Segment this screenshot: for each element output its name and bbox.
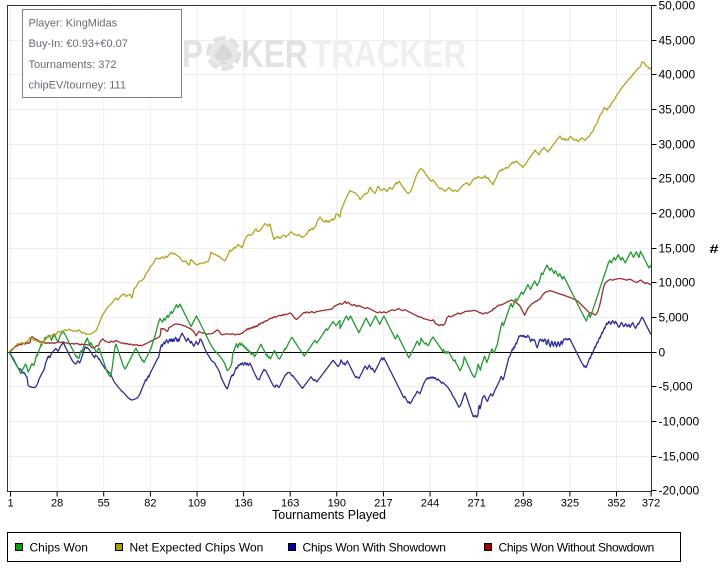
svg-text:Buy-In: €0.93+€0.07: Buy-In: €0.93+€0.07 [29, 38, 128, 50]
svg-text:271: 271 [468, 498, 486, 510]
svg-text:TRACKER: TRACKER [312, 33, 466, 76]
svg-text:10,000: 10,000 [659, 276, 696, 290]
svg-text:45,000: 45,000 [659, 34, 696, 48]
svg-text:P: P [182, 33, 203, 76]
svg-text:-10,000: -10,000 [659, 415, 700, 429]
svg-text:40,000: 40,000 [659, 68, 696, 82]
svg-text:25,000: 25,000 [659, 172, 696, 186]
svg-text:352: 352 [607, 498, 625, 510]
svg-text:chipEV/tourney: 111: chipEV/tourney: 111 [29, 80, 126, 92]
svg-text:#: # [710, 243, 719, 256]
svg-text:5,000: 5,000 [659, 311, 689, 325]
svg-text:28: 28 [51, 498, 63, 510]
svg-text:35,000: 35,000 [659, 103, 696, 117]
svg-text:372: 372 [642, 498, 660, 510]
svg-text:KER: KER [241, 33, 308, 76]
svg-text:325: 325 [561, 498, 579, 510]
svg-text:Chips Won Without Showdown: Chips Won Without Showdown [499, 541, 654, 555]
svg-text:20,000: 20,000 [659, 207, 696, 221]
svg-text:217: 217 [374, 498, 392, 510]
svg-text:-5,000: -5,000 [659, 380, 693, 394]
svg-text:163: 163 [281, 498, 299, 510]
svg-text:55: 55 [98, 498, 110, 510]
svg-text:Tournaments: 372: Tournaments: 372 [29, 59, 117, 71]
svg-text:50,000: 50,000 [659, 0, 696, 13]
svg-text:-20,000: -20,000 [659, 484, 700, 498]
svg-text:30,000: 30,000 [659, 138, 696, 152]
svg-text:Chips Won: Chips Won [30, 541, 88, 555]
svg-text:136: 136 [234, 498, 252, 510]
svg-text:298: 298 [514, 498, 532, 510]
svg-text:244: 244 [421, 498, 439, 510]
svg-text:Player: KingMidas: Player: KingMidas [29, 18, 118, 30]
svg-text:-15,000: -15,000 [659, 450, 700, 464]
svg-text:15,000: 15,000 [659, 242, 696, 256]
svg-text:82: 82 [144, 498, 156, 510]
svg-text:Net Expected Chips Won: Net Expected Chips Won [130, 541, 264, 555]
svg-text:Tournaments Played: Tournaments Played [272, 508, 386, 522]
svg-text:109: 109 [188, 498, 206, 510]
svg-text:0: 0 [659, 346, 666, 360]
svg-text:1: 1 [7, 498, 13, 510]
svg-text:190: 190 [328, 498, 346, 510]
svg-text:Chips Won With Showdown: Chips Won With Showdown [303, 541, 446, 555]
